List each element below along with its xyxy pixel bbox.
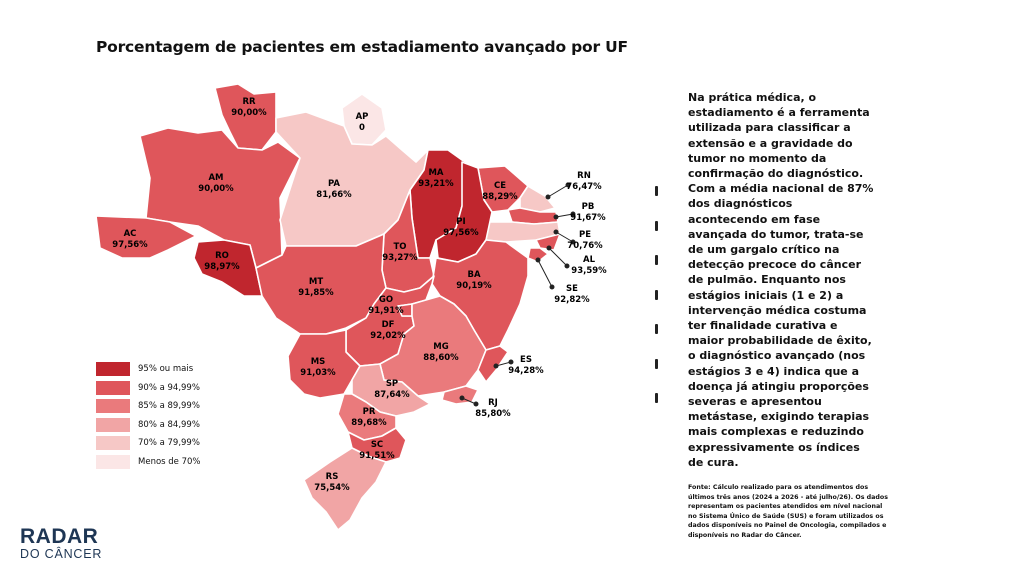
state-value-df: 92,02% xyxy=(370,331,406,341)
legend-item: 95% ou mais xyxy=(96,360,201,379)
legend-swatch xyxy=(96,454,130,469)
state-value-sp: 87,64% xyxy=(374,390,410,400)
state-value-ms: 91,03% xyxy=(300,368,336,378)
state-ms xyxy=(287,329,361,399)
state-label-df: DF xyxy=(382,320,395,330)
legend-label: 80% a 84,99% xyxy=(138,419,200,430)
legend-label: 95% ou mais xyxy=(138,364,194,375)
state-label-es: ES xyxy=(520,355,532,365)
state-label-pa: PA xyxy=(328,179,340,189)
state-value-pa: 81,66% xyxy=(316,190,352,200)
state-label-rs: RS xyxy=(326,472,339,482)
state-value-go: 91,91% xyxy=(368,306,404,316)
state-value-pe: 70,76% xyxy=(567,241,603,251)
source-note: Fonte: Cálculo realizado para os atendim… xyxy=(688,484,889,539)
state-label-sc: SC xyxy=(371,440,383,450)
legend-swatch xyxy=(96,399,130,414)
state-value-rr: 90,00% xyxy=(231,108,267,118)
state-label-al: AL xyxy=(583,255,596,265)
legend-item: Menos de 70% xyxy=(96,453,201,472)
legend-item: 70% a 79,99% xyxy=(96,434,201,453)
state-value-pi: 97,56% xyxy=(443,228,479,238)
state-label-se: SE xyxy=(566,284,578,294)
state-label-rr: RR xyxy=(242,97,256,107)
state-value-ro: 98,97% xyxy=(204,262,240,272)
state-value-ce: 88,29% xyxy=(482,192,518,202)
state-value-es: 94,28% xyxy=(508,366,544,376)
state-label-mg: MG xyxy=(433,342,448,352)
state-label-ma: MA xyxy=(428,168,443,178)
state-label-rn: RN xyxy=(577,171,591,181)
state-value-ac: 97,56% xyxy=(112,240,148,250)
state-label-pb: PB xyxy=(582,202,595,212)
legend-swatch xyxy=(96,362,130,377)
state-label-pr: PR xyxy=(363,407,376,417)
legend-label: Menos de 70% xyxy=(138,456,201,467)
radar-do-cancer-logo: RADAR DO CÂNCER xyxy=(20,526,102,561)
legend-swatch xyxy=(96,417,130,432)
state-value-am: 90,00% xyxy=(198,184,234,194)
state-ro xyxy=(193,239,263,297)
state-label-ap: AP xyxy=(356,112,369,122)
state-label-am: AM xyxy=(208,173,223,183)
state-se xyxy=(527,247,549,263)
state-value-sc: 91,51% xyxy=(359,451,395,461)
state-label-ro: RO xyxy=(215,251,229,261)
state-rr xyxy=(214,83,277,151)
logo-bottom-text: DO CÂNCER xyxy=(20,547,103,561)
state-value-pr: 89,68% xyxy=(351,418,387,428)
state-al xyxy=(535,233,561,251)
state-es xyxy=(477,345,509,383)
state-value-mg: 88,60% xyxy=(423,353,459,363)
state-value-se: 92,82% xyxy=(554,295,590,305)
dash-divider xyxy=(655,186,658,428)
state-value-rn: 76,47% xyxy=(566,182,602,192)
state-rn xyxy=(519,185,556,213)
state-rs xyxy=(303,447,387,531)
state-value-to: 93,27% xyxy=(382,253,418,263)
state-value-mt: 91,85% xyxy=(298,288,334,298)
legend-label: 90% a 94,99% xyxy=(138,382,200,393)
legend-swatch xyxy=(96,380,130,395)
state-value-al: 93,59% xyxy=(571,266,607,276)
legend-swatch xyxy=(96,436,130,451)
state-label-pi: PI xyxy=(456,217,465,227)
state-value-rj: 85,80% xyxy=(475,409,511,419)
state-label-mt: MT xyxy=(309,277,323,287)
map-title: Porcentagem de pacientes em estadiamento… xyxy=(96,38,628,56)
state-label-rj: RJ xyxy=(488,398,498,408)
state-label-ba: BA xyxy=(467,270,480,280)
state-label-pe: PE xyxy=(579,230,591,240)
state-value-rs: 75,54% xyxy=(314,483,350,493)
state-label-to: TO xyxy=(393,242,406,252)
state-value-ba: 90,19% xyxy=(456,281,492,291)
state-label-ms: MS xyxy=(311,357,326,367)
state-label-ac: AC xyxy=(124,229,137,239)
state-ac xyxy=(95,215,197,259)
state-label-go: GO xyxy=(379,295,393,305)
legend-item: 80% a 84,99% xyxy=(96,416,201,435)
state-value-ma: 93,21% xyxy=(418,179,454,189)
map-legend: 95% ou mais 90% a 94,99% 85% a 89,99% 80% a… xyxy=(96,360,201,471)
legend-item: 90% a 94,99% xyxy=(96,379,201,398)
state-value-ap: 0 xyxy=(359,123,365,133)
state-label-sp: SP xyxy=(386,379,398,389)
state-value-pb: 91,67% xyxy=(570,213,606,223)
logo-top-text: RADAR xyxy=(20,525,99,548)
state-label-ce: CE xyxy=(494,181,506,191)
legend-item: 85% a 89,99% xyxy=(96,397,201,416)
legend-label: 85% a 89,99% xyxy=(138,401,200,412)
legend-label: 70% a 79,99% xyxy=(138,438,200,449)
explanation-text: Na prática médica, o estadiamento é a fe… xyxy=(688,91,874,469)
